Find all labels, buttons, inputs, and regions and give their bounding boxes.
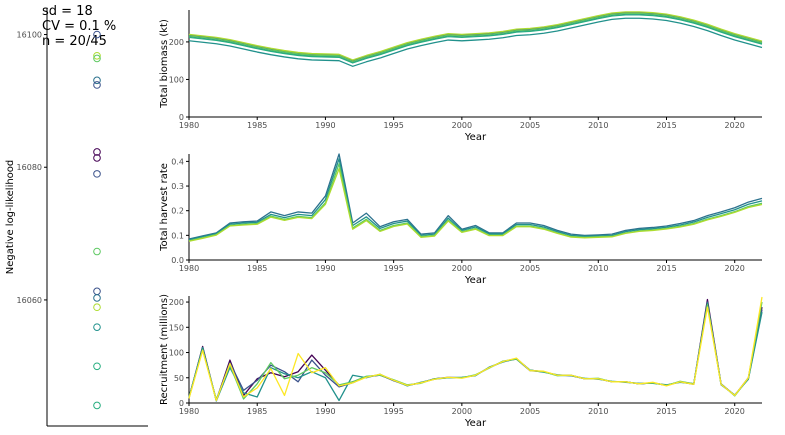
biomass-y-tick-label: 100 — [169, 75, 184, 84]
recruitment-y-tick-label: 50 — [174, 374, 184, 383]
recruitment-y-label: Recruitment (millions) — [159, 294, 170, 405]
biomass-x-tick-label: 2020 — [725, 121, 745, 130]
biomass-x-tick-label: 2000 — [452, 121, 472, 130]
harvest-rate-x-tick-label: 2005 — [520, 264, 540, 273]
harvest-rate-y-tick-label: 0.2 — [171, 207, 184, 216]
stat-n: n = 20/45 — [42, 34, 107, 49]
harvest-rate-x-tick-label: 1985 — [247, 264, 267, 273]
recruitment-series-line — [188, 298, 763, 402]
harvest-rate-y-tick-label: 0.3 — [171, 182, 184, 191]
harvest-rate-x-tick-label: 2015 — [656, 264, 676, 273]
biomass-y-label: Total biomass (kt) — [159, 19, 170, 109]
biomass-series-line — [188, 14, 763, 64]
recruitment-y-tick-label: 0 — [179, 399, 184, 408]
stat-cv: CV = 0.1 % — [42, 19, 117, 34]
likelihood-point — [93, 51, 101, 60]
biomass-x-tick-label: 1990 — [315, 121, 335, 130]
biomass-series-line — [188, 11, 763, 61]
harvest-rate-x-tick-label: 1990 — [315, 264, 335, 273]
harvest-rate-y-tick-label: 0.0 — [171, 256, 184, 265]
biomass-x-label: Year — [464, 132, 487, 143]
biomass-x-tick-label: 1995 — [383, 121, 403, 130]
likelihood-y-label: Negative log-likelihood — [5, 160, 16, 275]
recruitment-x-tick-label: 2005 — [520, 407, 540, 416]
likelihood-point — [93, 287, 101, 296]
recruitment-series-line — [188, 296, 763, 402]
likelihood-point — [93, 76, 101, 85]
harvest-rate-y-label: Total harvest rate — [159, 163, 170, 252]
harvest-rate-x-tick-label: 2010 — [588, 264, 608, 273]
likelihood-point — [93, 154, 101, 162]
biomass-y-tick-label: 0 — [179, 113, 184, 122]
recruitment-x-label: Year — [464, 418, 487, 429]
fit-statistics: sd = 18 CV = 0.1 % n = 20/45 — [42, 4, 116, 49]
recruitment-series-line — [188, 301, 763, 401]
recruitment-x-tick-label: 2010 — [588, 407, 608, 416]
likelihood-point — [93, 294, 101, 302]
recruitment-y-tick-label: 200 — [169, 298, 184, 307]
biomass-x-tick-label: 2010 — [588, 121, 608, 130]
harvest-rate-x-tick-label: 2000 — [452, 264, 472, 273]
biomass-x-tick-label: 1985 — [247, 121, 267, 130]
recruitment-x-tick-label: 1985 — [247, 407, 267, 416]
harvest-rate-series-line — [188, 168, 763, 242]
likelihood-point — [93, 170, 101, 178]
likelihood-point — [93, 401, 101, 410]
recruitment-x-tick-label: 1980 — [179, 407, 199, 416]
recruitment-x-tick-label: 1995 — [383, 407, 403, 416]
likelihood-y-tick-label: 16080 — [17, 163, 42, 172]
biomass-x-tick-label: 2015 — [656, 121, 676, 130]
harvest-rate-x-tick-label: 1995 — [383, 264, 403, 273]
recruitment-x-tick-label: 1990 — [315, 407, 335, 416]
harvest-rate-panel: 1980 1985 1990 1995 2000 2005 2010 2015 2020 0.0 0… — [159, 153, 763, 286]
harvest-rate-x-label: Year — [464, 275, 487, 286]
likelihood-scatter: 16060 16080 16100 Negative log-likelihood — [5, 8, 148, 427]
harvest-rate-series-line — [188, 153, 763, 240]
harvest-rate-series-line — [188, 158, 763, 241]
likelihood-point — [93, 247, 101, 256]
harvest-rate-y-tick-label: 0.1 — [171, 231, 184, 240]
biomass-y-tick-label: 200 — [169, 38, 184, 47]
recruitment-y-tick-label: 100 — [169, 349, 184, 358]
biomass-x-tick-label: 2005 — [520, 121, 540, 130]
harvest-rate-y-tick-label: 0.4 — [171, 157, 184, 166]
likelihood-y-tick-label: 16060 — [17, 296, 42, 305]
stat-sd: sd = 18 — [42, 4, 93, 19]
likelihood-point — [93, 303, 101, 312]
likelihood-y-tick-label: 16100 — [17, 31, 42, 40]
recruitment-x-tick-label: 2015 — [656, 407, 676, 416]
recruitment-panel: 1980 1985 1990 1995 2000 2005 2010 2015 2020 0 50 1… — [159, 294, 763, 429]
likelihood-point — [93, 323, 101, 331]
harvest-rate-x-tick-label: 1980 — [179, 264, 199, 273]
likelihood-point — [93, 362, 101, 371]
likelihood-point — [93, 148, 101, 156]
biomass-series-line — [188, 11, 763, 62]
recruitment-x-tick-label: 2020 — [725, 407, 745, 416]
biomass-series-line — [188, 12, 763, 63]
harvest-rate-x-tick-label: 2020 — [725, 264, 745, 273]
biomass-series-line — [188, 17, 763, 67]
biomass-series-line — [188, 13, 763, 63]
recruitment-x-tick-label: 2000 — [452, 407, 472, 416]
biomass-panel: 1980 1985 1990 1995 2000 2005 2010 2015 2020 0 100… — [159, 10, 763, 143]
recruitment-series-line — [188, 301, 763, 401]
recruitment-series-line — [188, 302, 763, 402]
likelihood-point — [93, 30, 101, 39]
biomass-x-tick-label: 1980 — [179, 121, 199, 130]
likelihood-point — [93, 81, 101, 89]
likelihood-point — [93, 54, 101, 63]
recruitment-y-tick-label: 150 — [169, 323, 184, 332]
